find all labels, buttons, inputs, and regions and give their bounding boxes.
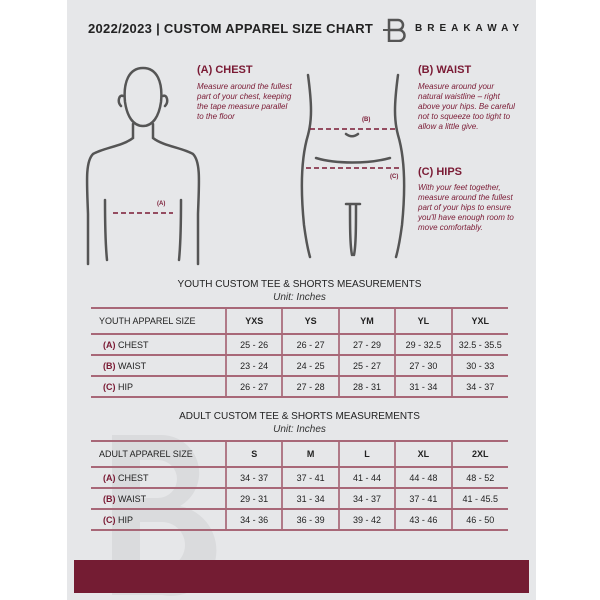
cell: 37 - 41 [281,466,339,489]
row-key: (A) [103,472,116,483]
lower-body-figure [300,73,406,259]
brand-name: BREAKAWAY [415,23,525,34]
cell: 34 - 36 [224,508,283,531]
adult-section-title: ADULT CUSTOM TEE & SHORTS MEASUREMENTS [179,411,420,422]
waist-marker: (B) [362,117,371,123]
row-label: (C) HIP [91,508,226,531]
row-label: (C) HIP [91,375,226,398]
header-cell: ADULT APPAREL SIZE [91,440,226,468]
row-label-text: WAIST [118,493,147,504]
header-cell: 2XL [450,440,508,468]
header-cell: YS [281,307,339,335]
header-cell: YOUTH APPAREL SIZE [91,307,226,335]
table-row: (C) HIP 34 - 36 36 - 39 39 - 42 43 - 46 46 -… [91,508,508,531]
cell: 27 - 29 [337,333,396,356]
adult-size-table: ADULT APPAREL SIZE S M L XL 2XL (A) CHES… [91,440,508,531]
cell: 48 - 52 [450,466,508,489]
header-cell: M [281,440,339,468]
row-key: (B) [103,360,116,371]
cell: 28 - 31 [337,375,396,398]
row-label-text: CHEST [118,339,149,350]
row-label-text: HIP [118,514,134,525]
row-label: (B) WAIST [91,487,226,510]
page-title: 2022/2023 | CUSTOM APPAREL SIZE CHART [88,21,374,36]
cell: 24 - 25 [281,354,339,377]
cell: 31 - 34 [394,375,452,398]
cell: 27 - 30 [394,354,452,377]
waist-heading: (B) WAIST [418,64,472,76]
table-row: (A) CHEST 25 - 26 26 - 27 27 - 29 29 - 32.5… [91,333,508,356]
cell: 46 - 50 [450,508,508,531]
breakaway-logo-icon [383,18,406,42]
waist-instructions: Measure around your natural waistline – … [418,82,515,131]
table-row: (B) WAIST 29 - 31 31 - 34 34 - 37 37 - 41 41… [91,487,508,510]
header-cell: XL [394,440,452,468]
chest-instructions: Measure around the fullest part of your … [197,82,292,121]
cell: 26 - 27 [281,333,339,356]
cell: 39 - 42 [337,508,396,531]
cell: 30 - 33 [450,354,508,377]
row-key: (B) [103,493,116,504]
row-label: (A) CHEST [91,333,226,356]
table-header-row: ADULT APPAREL SIZE S M L XL 2XL [91,440,508,468]
upper-body-figure [85,66,201,266]
cell: 25 - 27 [337,354,396,377]
cell: 25 - 26 [224,333,283,356]
cell: 29 - 32.5 [394,333,452,356]
table-row: (A) CHEST 34 - 37 37 - 41 41 - 44 44 - 48 48… [91,466,508,489]
row-key: (C) [103,514,116,525]
header-cell: L [337,440,396,468]
youth-size-table: YOUTH APPAREL SIZE YXS YS YM YL YXL (A) … [91,307,508,398]
cell: 32.5 - 35.5 [450,333,508,356]
header-cell: YL [394,307,452,335]
cell: 29 - 31 [224,487,283,510]
cell: 31 - 34 [281,487,339,510]
row-label-text: CHEST [118,472,149,483]
row-key: (A) [103,339,116,350]
table-header-row: YOUTH APPAREL SIZE YXS YS YM YL YXL [91,307,508,335]
chest-marker: (A) [157,201,166,207]
cell: 34 - 37 [450,375,508,398]
header-cell: S [224,440,283,468]
footer-band [74,560,529,593]
table-row: (B) WAIST 23 - 24 24 - 25 25 - 27 27 - 30 30… [91,354,508,377]
table-row: (C) HIP 26 - 27 27 - 28 28 - 31 31 - 34 34 -… [91,375,508,398]
youth-section-title: YOUTH CUSTOM TEE & SHORTS MEASUREMENTS [177,279,422,290]
hips-instructions: With your feet together, measure around … [418,183,514,232]
adult-unit: Unit: Inches [273,424,326,435]
hips-heading: (C) HIPS [418,166,462,178]
row-label-text: WAIST [118,360,147,371]
cell: 23 - 24 [224,354,283,377]
youth-unit: Unit: Inches [273,292,326,303]
cell: 41 - 45.5 [450,487,508,510]
row-label-text: HIP [118,381,134,392]
chest-heading: (A) CHEST [197,64,253,76]
cell: 26 - 27 [224,375,283,398]
cell: 37 - 41 [394,487,452,510]
header-cell: YXL [450,307,508,335]
cell: 43 - 46 [394,508,452,531]
cell: 41 - 44 [337,466,396,489]
cell: 34 - 37 [337,487,396,510]
row-key: (C) [103,381,116,392]
hip-marker: (C) [390,174,399,180]
cell: 36 - 39 [281,508,339,531]
row-label: (B) WAIST [91,354,226,377]
row-label: (A) CHEST [91,466,226,489]
header-cell: YXS [224,307,283,335]
cell: 27 - 28 [281,375,339,398]
header-cell: YM [337,307,396,335]
cell: 34 - 37 [224,466,283,489]
cell: 44 - 48 [394,466,452,489]
